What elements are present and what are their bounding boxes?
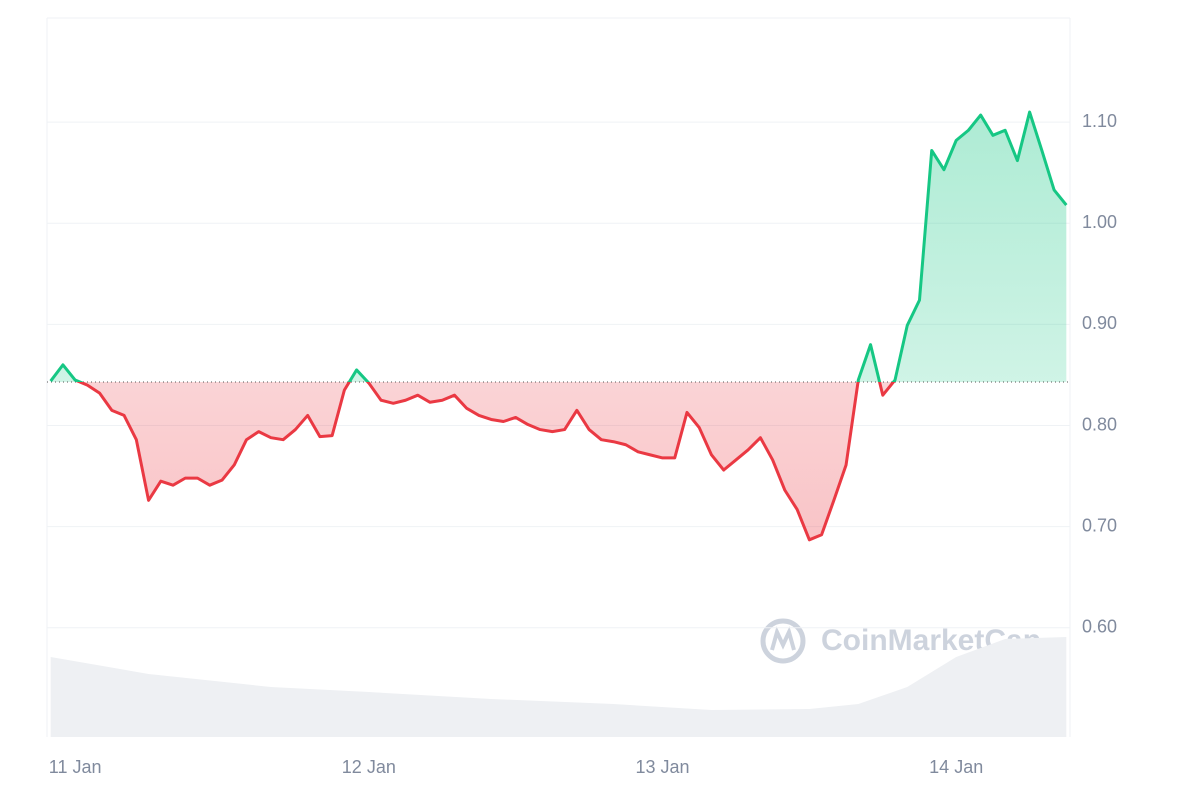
plot-frame — [46, 17, 1071, 737]
price-line-down — [76, 382, 896, 542]
y-tick-label: 0.60 — [1082, 617, 1117, 637]
y-tick-label: 0.80 — [1082, 414, 1117, 434]
volume-area — [50, 637, 1067, 737]
area-down — [50, 382, 1067, 540]
x-tick-label: 13 Jan — [635, 757, 689, 777]
x-tick-label: 11 Jan — [49, 757, 102, 777]
y-tick-label: 0.90 — [1082, 313, 1117, 333]
price-line-up — [49, 110, 1068, 383]
watermark-logo-mark — [770, 626, 796, 651]
y-tick-label: 1.10 — [1082, 111, 1117, 131]
watermark-logo — [760, 618, 806, 664]
area-up — [50, 112, 1067, 383]
x-tick-label: 14 Jan — [929, 757, 983, 777]
y-tick-label: 1.00 — [1082, 212, 1117, 232]
x-tick-label: 12 Jan — [342, 757, 396, 777]
y-tick-label: 0.70 — [1082, 515, 1117, 535]
